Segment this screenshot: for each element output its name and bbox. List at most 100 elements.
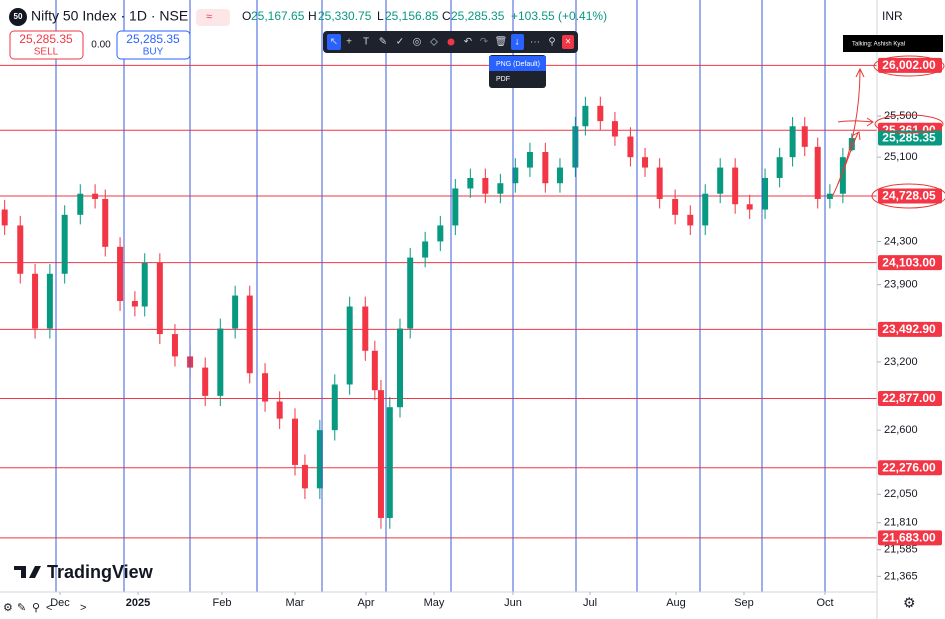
candle-body — [762, 177, 769, 210]
candle-body — [687, 214, 694, 226]
icon[interactable]: > — [80, 602, 86, 614]
y-tick-label: 25,500 — [884, 110, 918, 122]
icon[interactable]: ⚙ — [3, 602, 13, 614]
candle-body — [422, 241, 429, 258]
icon[interactable]: ✎ — [17, 602, 26, 614]
indicator-pill[interactable] — [196, 9, 230, 26]
level-label-bg — [878, 255, 942, 271]
toolbar-button[interactable] — [511, 34, 524, 50]
candle-body — [276, 401, 283, 419]
symbol-badge — [9, 8, 27, 26]
sell-button[interactable] — [9, 30, 84, 60]
candle-body — [482, 177, 489, 194]
annotations — [832, 55, 945, 209]
toolbar-icon[interactable]: T — [363, 37, 369, 48]
last-price-label: 25,285.35 — [882, 131, 936, 145]
level-label: 22,877.00 — [882, 391, 936, 405]
candle-body — [117, 246, 124, 302]
circle-mark — [874, 114, 944, 134]
candle-body — [732, 167, 739, 205]
pill-icon: ≈ — [206, 11, 212, 23]
buy-price: 25,285.35 — [126, 32, 180, 46]
plot-area — [0, 64, 877, 539]
axes: 25,500 25,100 24,300 23,900 23,200 22,600 22,0… — [50, 57, 942, 609]
ohlc-value: 25,156.85 — [385, 9, 439, 23]
bottom-toolbar: ⚙ ✎ ⚲ < > ⚙ — [3, 595, 916, 614]
change: +103.55 (+0.41%) — [511, 9, 607, 23]
menu-highlight — [489, 56, 546, 71]
y-tick-label: 25,100 — [884, 151, 918, 163]
candle-body — [102, 198, 109, 247]
toolbar-icon[interactable]: ◎ — [413, 37, 422, 48]
toolbar-icon[interactable]: ↖ — [330, 37, 338, 48]
candle-body — [848, 138, 855, 151]
candle-body — [627, 136, 634, 158]
settings-icon[interactable]: ⚙ — [903, 595, 916, 611]
level-label: 22,276.00 — [882, 460, 936, 474]
x-tick-label: Mar — [286, 597, 305, 609]
menu-item[interactable]: PDF — [496, 76, 510, 83]
ohlc-value: 25,330.75 — [318, 9, 372, 23]
arrow — [832, 131, 861, 196]
candle-body — [526, 151, 533, 168]
sell-price: 25,285.35 — [19, 32, 73, 46]
toolbar-icon[interactable]: ✎ — [379, 37, 387, 48]
toolbar-button[interactable] — [327, 34, 341, 50]
circle-mark — [873, 55, 945, 77]
icon[interactable]: < — [46, 602, 52, 614]
candle-body — [171, 334, 178, 357]
buy-button[interactable] — [116, 30, 191, 60]
candle-body — [397, 328, 403, 408]
toolbar-button[interactable] — [562, 35, 574, 49]
level-label: 21,683.00 — [882, 531, 936, 545]
toolbar-icon[interactable]: ◇ — [430, 37, 438, 48]
candle-body — [801, 126, 808, 147]
toolbar-icon[interactable]: 🗑 — [495, 36, 508, 48]
toolbar-icon[interactable]: ↓ — [515, 37, 520, 48]
menu-item[interactable]: PNG (Default) — [496, 61, 540, 68]
toolbar-icon[interactable]: ↶ — [464, 37, 472, 48]
x-tick-label: Apr — [357, 597, 374, 609]
candle-body — [497, 183, 504, 194]
candle-body — [217, 328, 224, 396]
candle-body — [17, 225, 24, 274]
candle-body — [717, 167, 724, 194]
level-label-bg — [878, 530, 942, 546]
candle-body — [1, 209, 8, 226]
candle-body — [232, 295, 239, 329]
toolbar-icon[interactable]: × — [565, 37, 571, 48]
logo-icon — [14, 566, 41, 578]
candle-body — [839, 157, 846, 194]
tooltip-text: Talking: Ashish Kyal — [852, 42, 905, 48]
candle-body — [642, 157, 649, 168]
candle-body — [776, 157, 783, 178]
candle-body — [77, 193, 84, 215]
candle-body — [386, 407, 393, 518]
candle-body — [789, 126, 796, 158]
currency[interactable]: INR — [882, 9, 903, 23]
toolbar-icon[interactable]: ↷ — [480, 37, 489, 48]
toolbar-icon[interactable]: ⚲ — [548, 37, 555, 48]
icon[interactable]: ⚲ — [32, 602, 40, 614]
y-tick-label: 22,600 — [884, 424, 918, 436]
x-tick-label: Oct — [816, 597, 833, 609]
level-label-bg — [878, 188, 942, 204]
toolbar-icon[interactable]: ··· — [530, 37, 540, 48]
sell-label: SELL — [34, 47, 59, 58]
y-tick-label: 23,200 — [884, 356, 918, 368]
candle-body — [452, 188, 459, 226]
toolbar-icon[interactable]: + — [346, 37, 352, 48]
toolbar-icon[interactable] — [447, 38, 455, 46]
ohlc-value: 25,285.35 — [451, 9, 505, 23]
level-label: 23,492.90 — [882, 322, 936, 336]
ohlc-key: C — [442, 9, 451, 23]
candle-body — [301, 464, 308, 489]
y-tick-label: 23,900 — [884, 279, 918, 291]
vertical-drawings — [55, 0, 826, 592]
x-tick-label: Feb — [213, 597, 232, 609]
toolbar-icon[interactable]: ✓ — [396, 37, 404, 48]
spread: 0.00 — [91, 40, 111, 51]
y-tick-label: 22,050 — [884, 488, 918, 500]
candle-body — [131, 301, 138, 307]
